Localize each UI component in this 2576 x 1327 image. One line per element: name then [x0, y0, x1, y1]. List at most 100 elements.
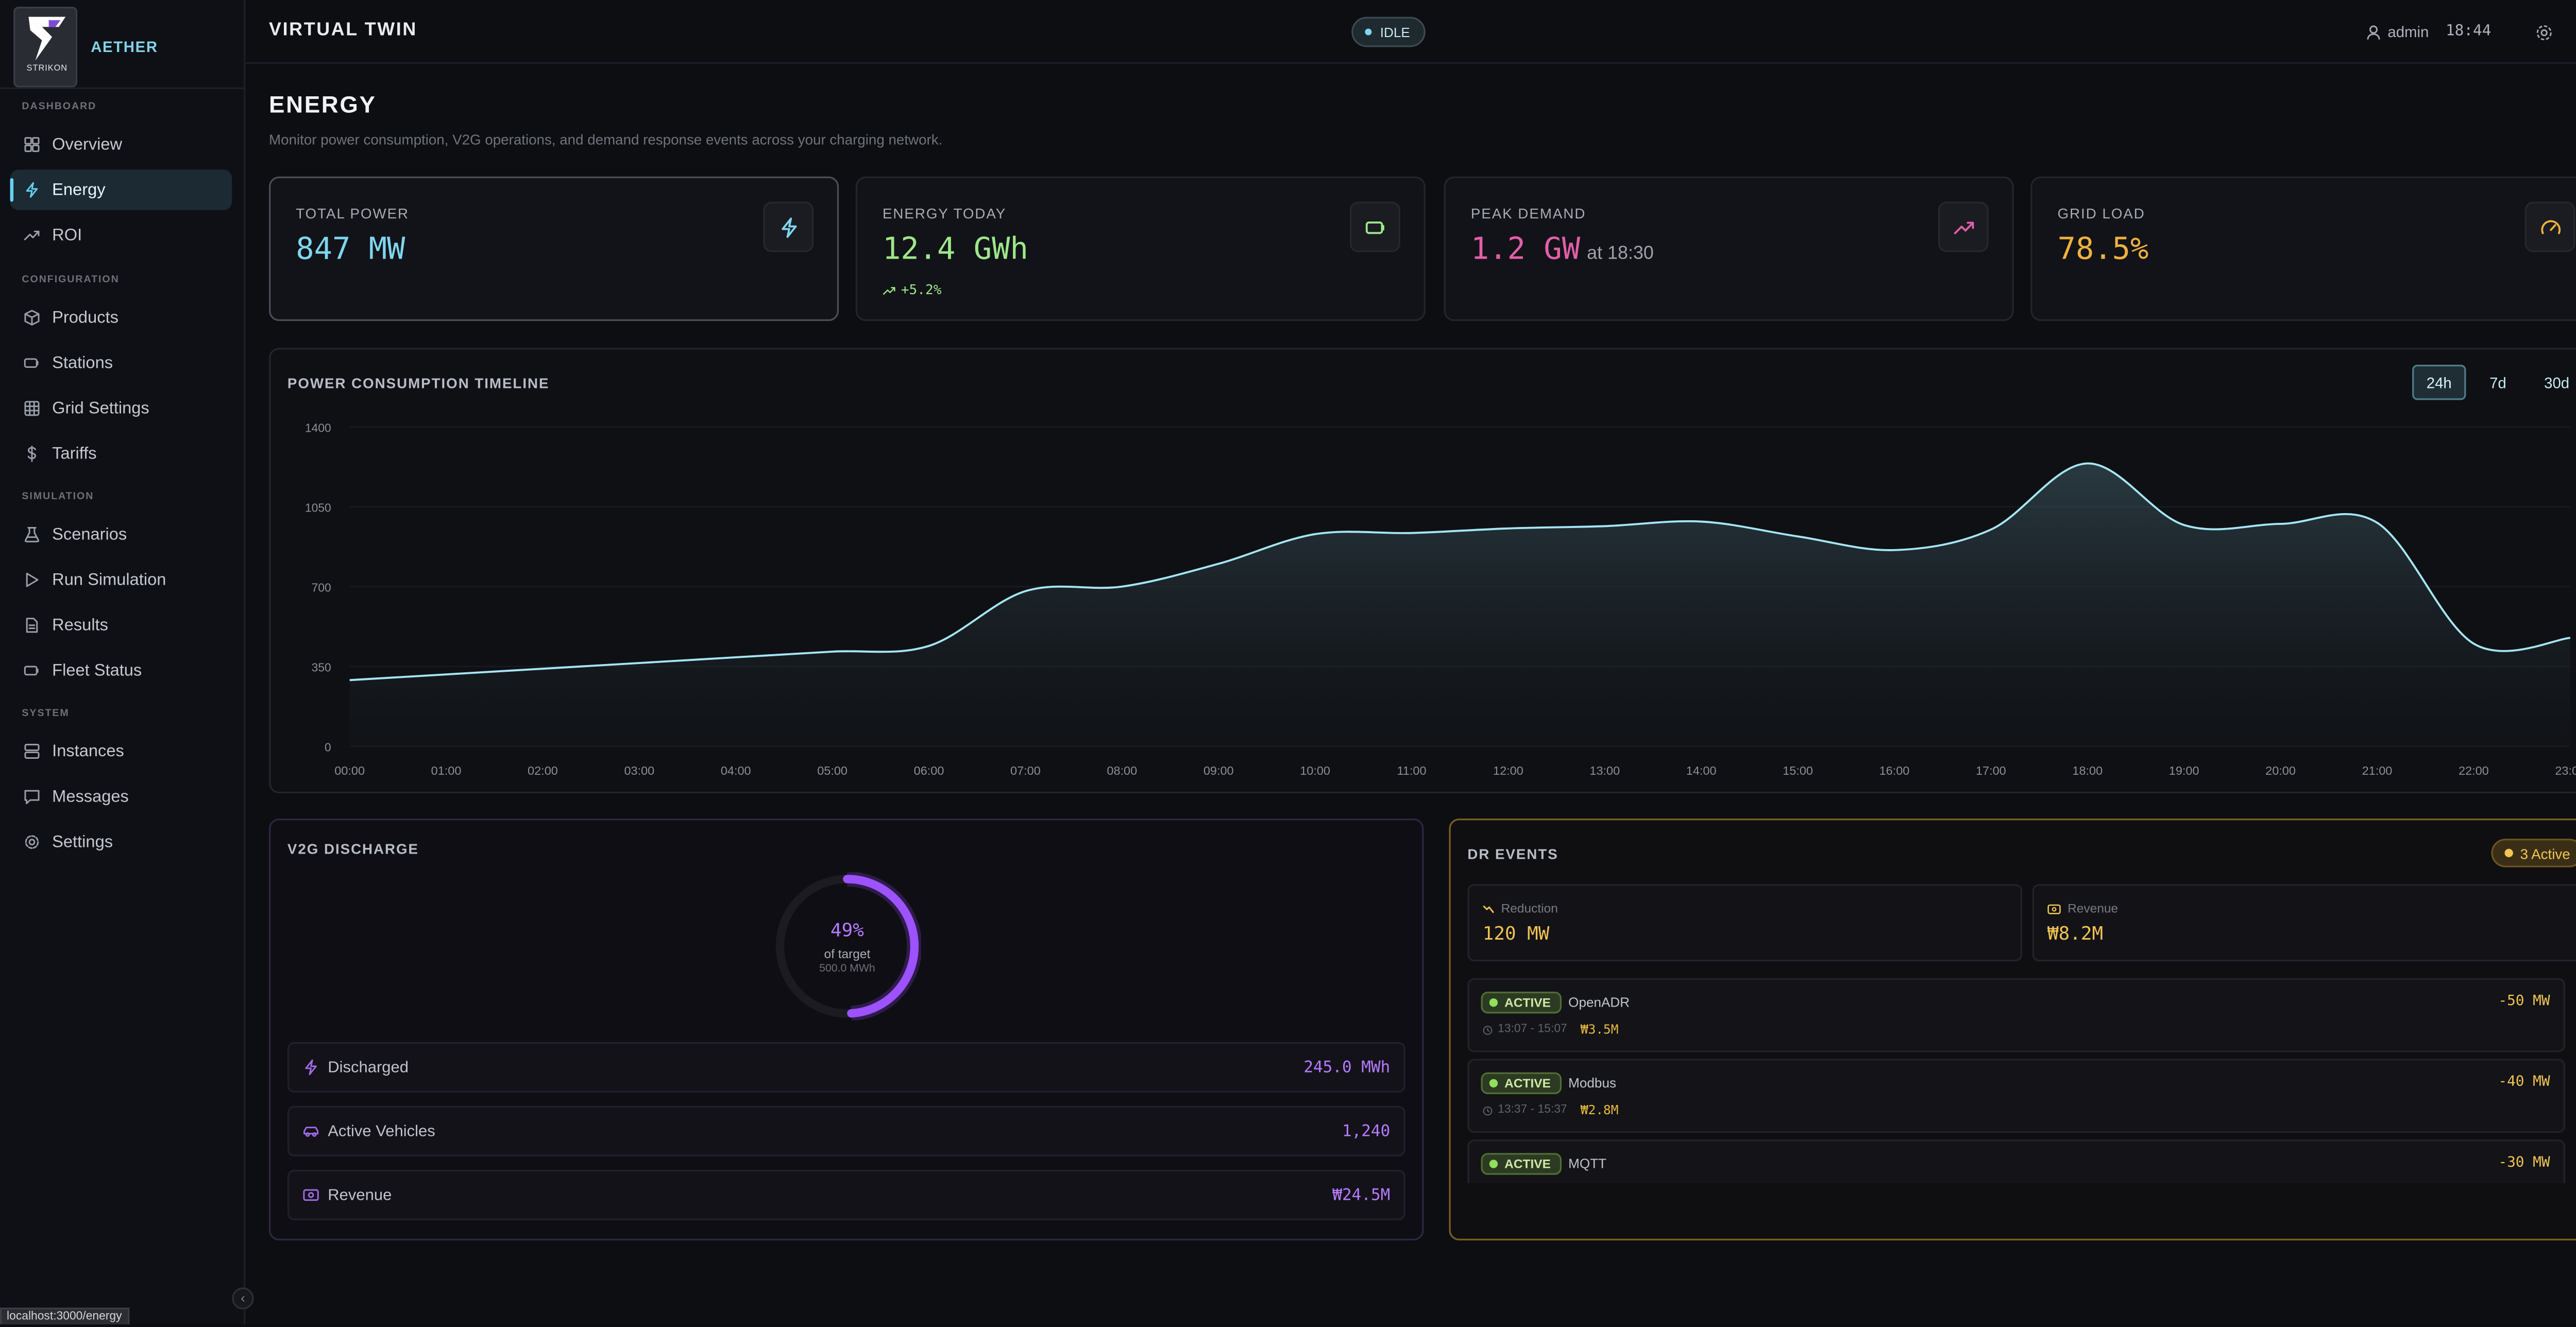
- stat-card-total-power[interactable]: TOTAL POWER 847 MW: [269, 176, 839, 321]
- range-button-30d[interactable]: 30d: [2544, 373, 2570, 391]
- data-point[interactable]: [733, 654, 739, 660]
- v2g-target: 500.0 MWh: [819, 963, 875, 975]
- progress-ring-graphic: [772, 871, 922, 1022]
- active-count: 3 Active: [2520, 844, 2570, 862]
- data-point[interactable]: [2181, 522, 2188, 529]
- sidebar-section-label: CONFIGURATION: [22, 276, 120, 286]
- sidebar-item-instances[interactable]: Instances: [10, 731, 232, 771]
- sidebar-item-scenarios[interactable]: Scenarios: [10, 514, 232, 554]
- app-title: VIRTUAL TWIN: [269, 20, 417, 41]
- stat-card-grid-load[interactable]: GRID LOAD 78.5%: [2030, 176, 2576, 321]
- v2g-card: V2G DISCHARGE 49% of target 500.0 MWh Di…: [269, 818, 1424, 1240]
- sidebar-item-label: Results: [52, 616, 108, 635]
- event-amount: ₩2.8M: [1580, 1102, 1619, 1118]
- data-point[interactable]: [1312, 531, 1318, 537]
- data-point[interactable]: [2567, 635, 2573, 641]
- v2g-of-target: of target: [824, 946, 871, 962]
- v2g-percent: 49%: [831, 919, 864, 942]
- brand[interactable]: STRIKON AETHER: [13, 7, 245, 88]
- gear-icon[interactable]: [2532, 20, 2555, 44]
- dr-event-list[interactable]: ACTIVE OpenADR -50 MW 13:07 - 15:07 ₩3.5M ACT…: [1467, 978, 2576, 1183]
- stat-unit: GWh: [955, 232, 1028, 267]
- sidebar-item-energy[interactable]: Energy: [10, 169, 232, 210]
- data-point[interactable]: [1022, 588, 1029, 594]
- table-icon: [24, 401, 40, 416]
- data-point[interactable]: [829, 648, 836, 655]
- dr-events-card: DR EVENTS 3 Active Reduction 120 MW Reve…: [1449, 818, 2576, 1240]
- status-badge: IDLE: [1351, 16, 1426, 47]
- x-tick-label: 10:00: [1300, 764, 1330, 777]
- range-button-7d[interactable]: 7d: [2489, 373, 2506, 391]
- page-subtitle: Monitor power consumption, V2G operation…: [269, 131, 943, 148]
- sidebar-item-products[interactable]: Products: [10, 298, 232, 338]
- sidebar-item-stations[interactable]: Stations: [10, 343, 232, 383]
- event-meta: 13:37 - 15:37 ₩2.8M: [1483, 1102, 1619, 1118]
- data-point[interactable]: [926, 642, 933, 649]
- dr-title: DR EVENTS: [1467, 845, 1558, 862]
- stat-card-peak-demand[interactable]: PEAK DEMAND 1.2 GW at 18:30: [1444, 176, 2014, 321]
- v2g-row-value: 245.0 MWh: [1303, 1058, 1391, 1077]
- dr-event-item[interactable]: ACTIVE MQTT -30 MW: [1467, 1139, 2565, 1183]
- x-tick-label: 04:00: [721, 764, 751, 777]
- data-point[interactable]: [539, 666, 546, 672]
- stat-icon-box: [763, 201, 814, 252]
- range-button-24h[interactable]: 24h: [2412, 365, 2466, 400]
- data-point[interactable]: [1505, 525, 1512, 532]
- sidebar-item-tariffs[interactable]: Tariffs: [10, 434, 232, 474]
- x-tick-label: 01:00: [431, 764, 462, 777]
- data-point[interactable]: [2470, 640, 2477, 647]
- sidebar-section-label: SIMULATION: [22, 492, 94, 503]
- sidebar-item-results[interactable]: Results: [10, 605, 232, 645]
- data-point[interactable]: [1408, 530, 1415, 536]
- y-tick-label: 350: [312, 660, 331, 674]
- data-point[interactable]: [636, 660, 642, 667]
- stat-trend: +5.2%: [883, 282, 941, 298]
- x-tick-label: 05:00: [817, 764, 848, 777]
- data-point[interactable]: [1794, 533, 1801, 540]
- dr-event-item[interactable]: ACTIVE OpenADR -50 MW 13:07 - 15:07 ₩3.5M: [1467, 978, 2565, 1052]
- x-tick-label: 00:00: [334, 764, 365, 777]
- power-timeline-card: POWER CONSUMPTION TIMELINE 24h 7d 30d 0 350…: [269, 348, 2576, 794]
- sidebar-item-overview[interactable]: Overview: [10, 124, 232, 164]
- data-point[interactable]: [1118, 583, 1125, 590]
- series-area: [349, 463, 2570, 746]
- event-time: 13:37 - 15:37: [1498, 1104, 1567, 1116]
- sidebar-item-roi[interactable]: ROI: [10, 215, 232, 256]
- x-tick-label: 14:00: [1686, 764, 1717, 777]
- data-point[interactable]: [2277, 520, 2284, 527]
- power-chart: 0 350 700 1050 1400 00:00 01:00 02:00 03:00 04:00…: [305, 421, 2576, 778]
- logo: STRIKON: [13, 7, 78, 88]
- status-url-tooltip: localhost:3000/energy: [0, 1307, 129, 1325]
- event-status-badge: ACTIVE: [1481, 1153, 1561, 1175]
- dr-event-item[interactable]: ACTIVE Modbus -40 MW 13:37 - 15:37 ₩2.8M: [1467, 1059, 2565, 1133]
- sidebar-item-grid-settings[interactable]: Grid Settings: [10, 388, 232, 429]
- data-point[interactable]: [1891, 547, 1897, 553]
- data-point[interactable]: [1698, 518, 1705, 525]
- stat-card-energy-today[interactable]: ENERGY TODAY 12.4 GWh +5.2%: [855, 176, 1426, 321]
- y-tick-label: 1050: [305, 501, 331, 515]
- y-tick-label: 700: [312, 581, 331, 594]
- sidebar-item-run-simulation[interactable]: Run Simulation: [10, 559, 232, 600]
- event-status: ACTIVE: [1504, 995, 1551, 1010]
- stat-label: GRID LOAD: [2057, 205, 2145, 222]
- sidebar-item-fleet-status[interactable]: Fleet Status: [10, 651, 232, 691]
- data-point[interactable]: [346, 677, 353, 684]
- logout-icon[interactable]: [2572, 20, 2576, 44]
- x-tick-label: 18:00: [2072, 764, 2103, 777]
- data-point[interactable]: [1215, 560, 1222, 567]
- data-point[interactable]: [1601, 523, 1608, 530]
- sidebar-item-label: Instances: [52, 742, 124, 761]
- data-point[interactable]: [2084, 460, 2091, 467]
- user-menu[interactable]: admin: [2367, 24, 2429, 40]
- sidebar-item-messages[interactable]: Messages: [10, 776, 232, 816]
- brand-name: AETHER: [91, 39, 158, 56]
- series-line[interactable]: [349, 462, 2570, 682]
- v2g-progress-ring: 49% of target 500.0 MWh: [772, 871, 922, 1022]
- battery-icon: [24, 358, 39, 368]
- data-point[interactable]: [2374, 519, 2380, 526]
- data-point[interactable]: [1988, 526, 1994, 533]
- collapse-sidebar-button[interactable]: ‹: [232, 1287, 254, 1309]
- data-point[interactable]: [443, 671, 450, 678]
- sidebar-item-settings[interactable]: Settings: [10, 822, 232, 862]
- stat-icon-box: [1349, 201, 1400, 252]
